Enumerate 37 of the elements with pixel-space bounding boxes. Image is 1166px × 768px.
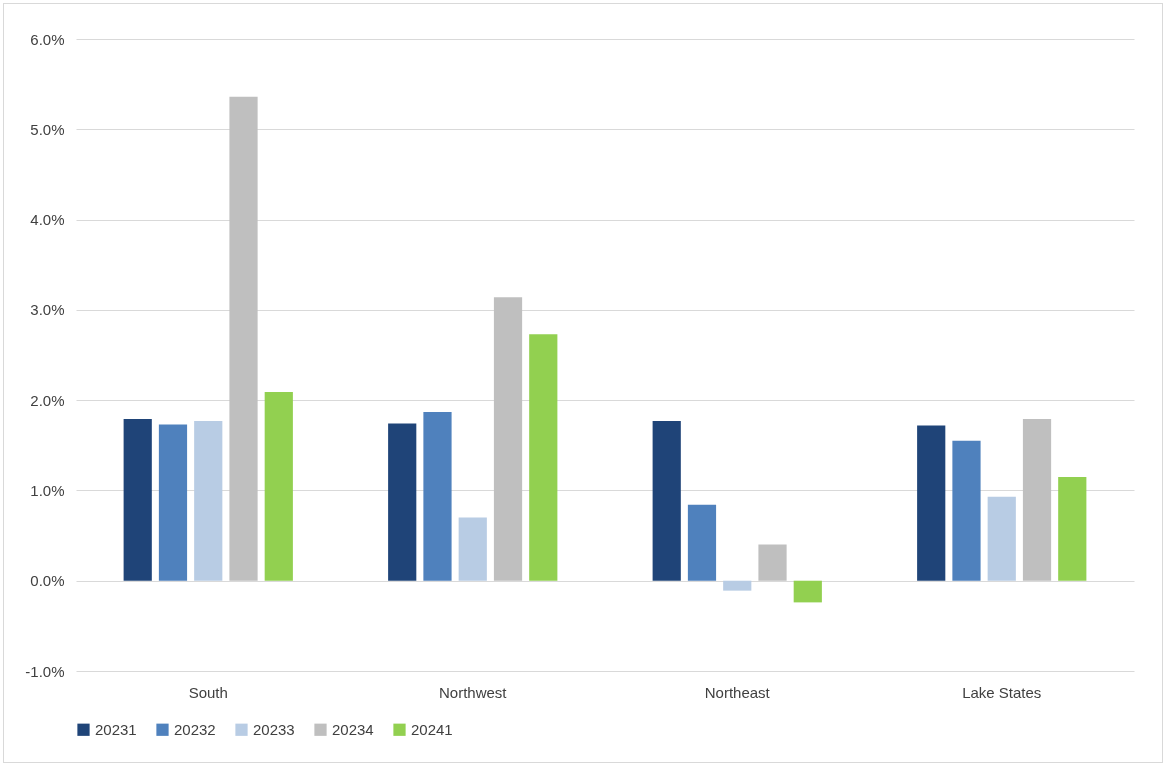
- bar: [123, 419, 152, 581]
- y-tick-label: 6.0%: [30, 30, 65, 48]
- bar: [987, 496, 1016, 581]
- bar: [1022, 419, 1052, 581]
- legend-label: 20233: [253, 720, 295, 738]
- bar: [229, 96, 258, 581]
- bar: [493, 297, 523, 581]
- y-tick-label: 2.0%: [30, 391, 65, 409]
- bar: [758, 544, 787, 581]
- bar: [388, 423, 417, 581]
- bar: [723, 580, 752, 591]
- x-tick-label: Lake States: [962, 683, 1042, 701]
- bar: [917, 425, 946, 581]
- legend-label: 20234: [332, 720, 374, 738]
- legend-label: 20231: [95, 720, 137, 738]
- bar: [687, 504, 717, 581]
- x-tick-label: South: [188, 683, 228, 701]
- y-tick-label: 5.0%: [30, 120, 65, 138]
- bar: [652, 420, 681, 581]
- legend-label: 20241: [411, 720, 453, 738]
- bar: [529, 334, 558, 581]
- y-tick-label: -1.0%: [25, 662, 65, 680]
- bar: [158, 424, 188, 581]
- bar: [952, 440, 981, 581]
- y-tick-label: 0.0%: [30, 572, 65, 590]
- x-tick-label: Northeast: [704, 683, 771, 701]
- bar: [194, 420, 223, 581]
- bar: [423, 411, 452, 581]
- y-tick-label: 4.0%: [30, 211, 65, 229]
- bar: [264, 392, 293, 581]
- legend-label: 20232: [174, 720, 216, 738]
- bar: [458, 517, 487, 581]
- bar: [793, 580, 822, 603]
- x-tick-label: Northwest: [438, 683, 508, 701]
- bar: [1058, 476, 1087, 581]
- y-tick-label: 1.0%: [30, 481, 65, 499]
- y-tick-label: 3.0%: [30, 301, 65, 319]
